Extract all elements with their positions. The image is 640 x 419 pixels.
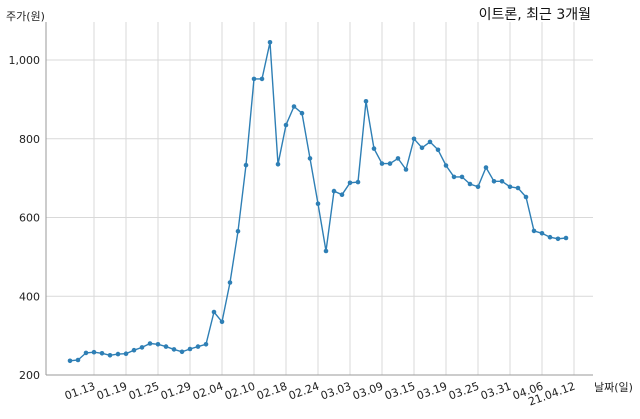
data-point <box>523 194 529 200</box>
x-tick-label: 03.09 <box>351 380 385 403</box>
data-point <box>67 358 73 364</box>
data-point <box>123 351 129 357</box>
data-point <box>139 345 145 350</box>
data-point <box>83 350 89 356</box>
data-point <box>91 349 97 355</box>
data-point <box>283 122 289 128</box>
data-point <box>515 185 521 191</box>
data-point <box>147 341 153 346</box>
data-point <box>267 40 273 45</box>
data-point <box>347 180 353 186</box>
x-tick-label: 01.25 <box>127 380 161 403</box>
data-point <box>179 349 185 355</box>
data-point <box>395 156 401 161</box>
data-point <box>483 165 489 170</box>
data-point <box>315 201 321 206</box>
data-point <box>107 353 113 358</box>
data-point <box>339 192 345 197</box>
data-point <box>403 167 409 172</box>
data-point <box>243 162 249 168</box>
grid <box>46 22 593 376</box>
x-tick-label: 03.25 <box>447 380 481 403</box>
data-point <box>363 99 369 104</box>
chart-title: 이트론, 최근 3개월 <box>479 7 591 23</box>
data-point <box>227 280 233 285</box>
data-point <box>475 184 481 190</box>
x-tick-label: 01.13 <box>63 380 97 403</box>
y-tick-label: 1,000 <box>9 54 41 67</box>
data-point <box>371 146 377 151</box>
x-tick-label: 03.31 <box>479 380 513 403</box>
data-point <box>507 184 513 190</box>
data-point <box>195 344 201 349</box>
data-point <box>275 162 281 167</box>
x-tick-label: 02.24 <box>287 380 321 403</box>
data-point <box>203 342 209 347</box>
data-point <box>539 231 545 236</box>
x-axis-title: 날짜(일) <box>594 380 633 394</box>
x-tick-label: 01.29 <box>159 380 193 403</box>
data-point <box>379 161 385 166</box>
data-point <box>259 76 265 82</box>
y-tick-label: 400 <box>19 290 40 303</box>
data-point <box>451 174 457 180</box>
x-tick-label: 03.03 <box>319 380 353 403</box>
data-point <box>171 347 177 352</box>
data-point <box>443 163 449 168</box>
x-tick-label: 03.15 <box>383 380 417 403</box>
data-point <box>187 346 193 352</box>
x-tick-label: 02.18 <box>255 380 289 403</box>
x-tick-label: 02.04 <box>191 380 225 403</box>
data-point <box>563 235 569 241</box>
data-point <box>467 181 473 187</box>
data-point <box>331 188 337 194</box>
data-point <box>75 357 81 363</box>
data-point <box>219 319 225 325</box>
data-point <box>411 136 417 142</box>
data-point <box>555 236 561 242</box>
data-point <box>131 347 137 353</box>
y-axis-title: 주가(원) <box>6 10 45 23</box>
data-point <box>427 139 433 145</box>
data-point <box>435 147 441 153</box>
data-point <box>99 351 105 356</box>
data-point <box>155 342 161 347</box>
data-point <box>499 179 505 184</box>
data-point <box>163 344 169 349</box>
data-point <box>235 229 241 234</box>
series-layer <box>67 40 569 364</box>
data-point <box>459 174 465 180</box>
y-tick-label: 200 <box>19 369 40 382</box>
data-point <box>307 156 313 161</box>
data-point <box>531 228 537 234</box>
y-tick-label: 600 <box>19 212 40 225</box>
data-point <box>323 248 329 254</box>
data-point <box>491 179 497 184</box>
axes <box>45 22 593 376</box>
x-tick-label: 01.19 <box>95 380 129 403</box>
data-point <box>387 161 393 166</box>
x-tick-label: 02.10 <box>223 380 257 403</box>
data-point <box>299 110 305 116</box>
data-point <box>291 104 297 109</box>
data-point <box>211 309 217 315</box>
data-point <box>251 76 257 82</box>
y-tick-label: 800 <box>19 133 40 146</box>
data-point <box>419 145 425 151</box>
data-point <box>115 351 121 357</box>
data-point <box>547 234 553 240</box>
x-tick-label: 03.19 <box>415 380 449 403</box>
data-point <box>355 179 361 185</box>
